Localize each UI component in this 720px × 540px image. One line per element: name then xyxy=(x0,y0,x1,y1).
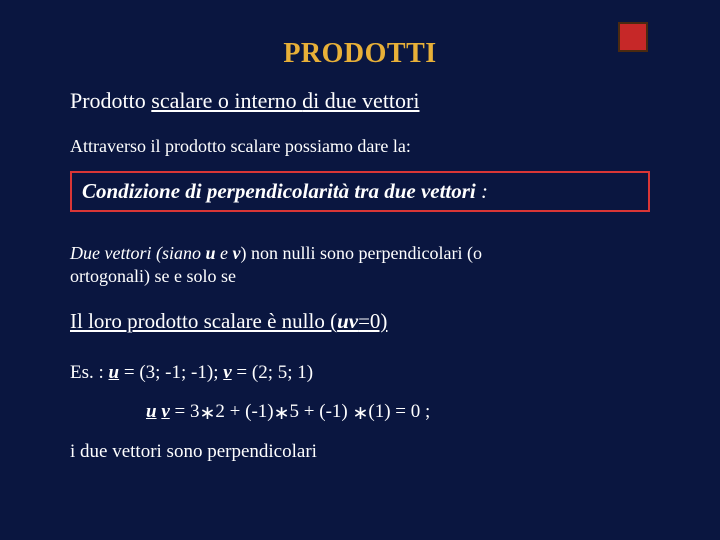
subtitle-post: di due vettori xyxy=(302,88,419,113)
def-b: ) non nulli sono perpendicolari (o xyxy=(241,243,482,263)
def-and: e xyxy=(216,243,233,263)
final-text: i due vettori sono perpendicolari xyxy=(70,441,650,463)
subtitle-underlined: scalare o interno xyxy=(151,88,302,113)
ex2-u: u xyxy=(146,401,157,422)
definition-text: Due vettori (siano u e v) non nulli sono… xyxy=(70,242,650,289)
ex2-v: v xyxy=(161,401,169,422)
ex2-c: 5 + (-1) xyxy=(290,401,353,422)
ex2-a: = 3 xyxy=(170,401,200,422)
ex2-star1: ∗ xyxy=(199,403,215,424)
def-line2: ortogonali) se e solo se xyxy=(70,266,236,286)
ex-vval: = (2; 5; 1) xyxy=(232,362,313,383)
ex2-d: (1) = 0 ; xyxy=(368,401,430,422)
def-a: Due vettori (siano xyxy=(70,243,205,263)
slide-content: PRODOTTI Prodotto scalare o interno di d… xyxy=(0,0,720,463)
ex-uval: = (3; -1; -1); xyxy=(119,362,223,383)
intro-text: Attraverso il prodotto scalare possiamo … xyxy=(70,136,650,157)
concl-eq: =0) xyxy=(358,309,387,333)
conclusion-text: Il loro prodotto scalare è nullo (uv=0) xyxy=(70,309,650,334)
example-row1: Es. : u = (3; -1; -1); v = (2; 5; 1) xyxy=(70,362,650,384)
example-row2: u v = 3∗2 + (-1)∗5 + (-1) ∗(1) = 0 ; xyxy=(146,400,650,423)
subtitle-pre: Prodotto xyxy=(70,88,151,113)
ex2-b: 2 + (-1) xyxy=(215,401,273,422)
concl-a: Il loro prodotto scalare è nullo ( xyxy=(70,309,337,333)
slide-subtitle: Prodotto scalare o interno di due vettor… xyxy=(70,88,650,114)
slide-title: PRODOTTI xyxy=(70,38,650,70)
def-u: u xyxy=(205,243,215,263)
ex-u: u xyxy=(109,362,120,383)
condition-text: Condizione di perpendicolarità tra due v… xyxy=(82,179,476,203)
corner-square-icon xyxy=(618,22,648,52)
ex2-star3: ∗ xyxy=(352,403,368,424)
condition-box: Condizione di perpendicolarità tra due v… xyxy=(70,171,650,212)
concl-uv: uv xyxy=(337,309,358,333)
def-v: v xyxy=(233,243,241,263)
ex2-star2: ∗ xyxy=(274,403,290,424)
ex-label: Es. : xyxy=(70,362,109,383)
ex-v: v xyxy=(223,362,231,383)
condition-colon: : xyxy=(476,179,488,203)
